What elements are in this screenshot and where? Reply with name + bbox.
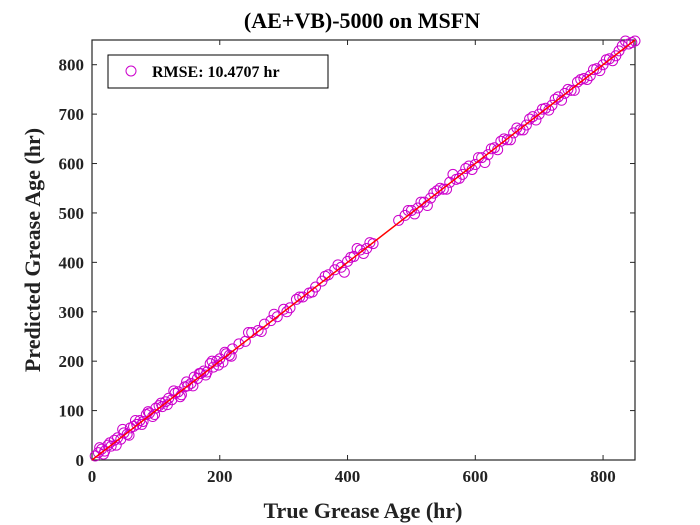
axis-ticks: 0 200 400 600 800 0 100 200 300 400 500 600 700 800 [59,40,635,486]
x-tick-label: 600 [463,467,489,486]
data-point [89,450,101,462]
data-point [117,423,129,435]
data-point [243,327,255,339]
data-point [338,266,350,278]
data-point [284,302,296,314]
data-point [587,64,599,76]
fit-line [91,39,636,461]
data-point [294,291,306,303]
data-point [255,326,267,338]
data-point [128,420,140,432]
legend: RMSE: 10.4707 hr [107,54,329,89]
x-tick-label: 800 [590,467,616,486]
data-point [581,74,593,86]
y-axis-label: Predicted Grease Age (hr) [20,128,45,372]
data-point [94,442,106,454]
data-point [345,251,357,263]
legend-marker [125,65,137,77]
data-point [306,286,318,298]
data-point [524,113,536,125]
y-tick-label: 700 [59,105,85,124]
x-tick-label: 400 [335,467,361,486]
y-tick-label: 200 [59,352,85,371]
data-point [552,91,564,103]
data-point [265,315,277,327]
y-tick-label: 600 [59,155,85,174]
y-tick-label: 400 [59,253,85,272]
data-point [271,311,283,323]
data-point [290,293,302,305]
data-point [159,396,171,408]
data-point [619,35,631,47]
data-point [92,447,104,459]
data-point [258,318,270,330]
x-tick-label: 0 [88,467,97,486]
y-tick-label: 300 [59,303,85,322]
data-point [463,160,475,172]
data-point [600,54,612,66]
data-point [536,103,548,115]
data-point [405,204,417,216]
data-point [613,45,625,57]
data-point [460,162,472,174]
x-tick-label: 200 [207,467,233,486]
y-tick-label: 500 [59,204,85,223]
data-point [498,133,510,145]
data-point [549,93,561,105]
data-point [364,237,376,249]
data-point [418,196,430,208]
data-point [562,83,574,95]
chart-title: (AE+VB)-5000 on MSFN [244,8,480,33]
y-tick-label: 100 [59,402,85,421]
data-point [207,361,219,373]
data-point [434,182,446,194]
data-point [479,157,491,169]
y-tick-label: 0 [76,451,85,470]
data-point [485,143,497,155]
data-point [297,291,309,303]
legend-label: RMSE: 10.4707 hr [152,64,280,81]
data-point [527,111,539,123]
data-point [453,172,465,184]
fit-line-group [91,39,636,461]
data-point [281,306,293,318]
y-tick-label: 800 [59,56,85,75]
legend-box [107,54,329,89]
data-point [447,168,459,180]
data-point [233,338,245,350]
x-axis-label: True Grease Age (hr) [264,498,463,523]
data-point [278,303,290,315]
data-point [444,176,456,188]
data-point [584,70,596,82]
data-point [575,74,587,86]
